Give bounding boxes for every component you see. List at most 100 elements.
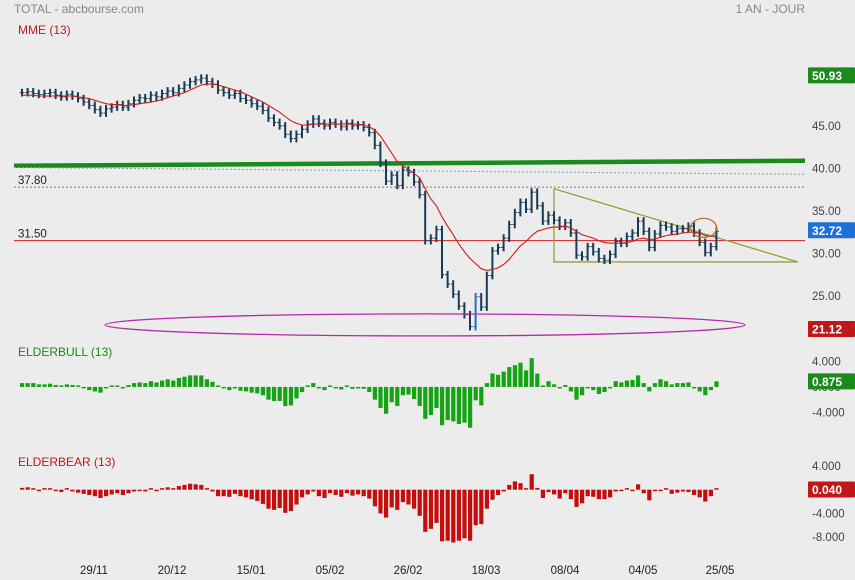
indicator-y-tick: -8.000: [812, 532, 845, 544]
indicator-bar: [400, 489, 405, 503]
indicator-bar: [468, 489, 473, 541]
indicator-bar: [417, 386, 422, 407]
indicator-bar: [669, 384, 674, 387]
indicator-bar: [126, 489, 131, 494]
indicator-bar: [574, 386, 579, 400]
indicator-bar: [686, 382, 691, 387]
indicator-bar: [244, 489, 249, 498]
indicator-bar: [608, 489, 613, 498]
indicator-bar: [596, 386, 601, 394]
indicator-bar: [389, 386, 394, 403]
indicator-bar: [344, 385, 349, 387]
price-y-tick: 45.00: [812, 121, 841, 133]
indicator-bar: [98, 489, 103, 498]
indicator-bar: [406, 386, 411, 395]
x-axis: 29/11 20/12 15/01 05/02 26/02 18/03 08/04 04/05…: [80, 565, 734, 577]
indicator-bar: [434, 386, 439, 408]
indicator-bar: [216, 489, 221, 497]
indicator-bar: [70, 489, 75, 492]
indicator-bar: [160, 488, 165, 490]
indicator-bar: [619, 382, 624, 387]
indicator-bar: [389, 489, 394, 508]
indicator-bar: [333, 489, 338, 496]
indicator-bar: [277, 386, 282, 401]
indicator-bar: [675, 383, 680, 387]
indicator-bar: [322, 386, 327, 391]
indicator-bar: [104, 386, 109, 389]
high-price-badge: 50.93: [812, 69, 842, 83]
indicator-bar: [591, 386, 596, 391]
indicator-bar: [434, 489, 439, 523]
indicator-bar: [367, 489, 372, 499]
indicator-bar: [193, 484, 198, 490]
indicator-bar: [20, 487, 25, 490]
indicator-bar: [501, 489, 506, 492]
indicator-bar: [580, 386, 585, 396]
indicator-bar: [87, 489, 92, 496]
low-price-badge: 21.12: [812, 322, 842, 336]
indicator-bar: [283, 386, 288, 407]
indicator-bar: [557, 386, 562, 389]
indicator-bar: [232, 386, 237, 389]
elderbull-last-badge: 0.875: [812, 375, 842, 389]
indicator-bar: [115, 489, 120, 494]
indicator-bar: [540, 489, 545, 498]
indicator-bar: [501, 371, 506, 387]
indicator-y-tick: -4.000: [812, 407, 845, 419]
x-tick-label: 18/03: [472, 565, 501, 577]
indicator-bar: [154, 489, 159, 492]
indicator-bar: [591, 489, 596, 497]
indicator-bar: [512, 365, 517, 387]
x-tick-label: 26/02: [394, 565, 423, 577]
indicator-bar: [395, 489, 400, 510]
indicator-bar: [126, 385, 131, 387]
last-price-badge-bg: [808, 222, 855, 239]
indicator-bar: [20, 383, 25, 387]
indicator-bar: [462, 386, 467, 423]
indicator-bar: [53, 489, 58, 492]
x-tick-label: 25/05: [706, 565, 735, 577]
indicator-bar: [574, 489, 579, 507]
chart-period: 1 AN - JOUR: [736, 2, 806, 16]
indicator-bar: [372, 386, 377, 400]
indicator-bar: [428, 489, 433, 529]
indicator-bar: [210, 381, 215, 387]
indicator-bar: [546, 381, 551, 387]
indicator-bar: [204, 379, 209, 387]
price-panel-title: MME (13): [18, 23, 71, 37]
indicator-bar: [48, 383, 53, 387]
indicator-bar: [294, 386, 299, 399]
indicator-bar: [462, 489, 467, 539]
indicator-bar: [412, 489, 417, 509]
indicator-bar: [165, 487, 170, 490]
indicator-bar: [288, 489, 293, 512]
indicator-bar: [658, 379, 663, 387]
indicator-bar: [664, 381, 669, 387]
indicator-bar: [31, 488, 36, 490]
indicator-bar: [260, 489, 265, 504]
indicator-bar: [154, 382, 159, 387]
indicator-bar: [64, 488, 69, 490]
indicator-bar: [188, 375, 193, 387]
indicator-bar: [64, 384, 69, 387]
indicator-bar: [25, 487, 30, 490]
price-y-tick: 40.00: [812, 163, 841, 175]
indicator-bar: [557, 489, 562, 499]
indicator-bar: [148, 488, 153, 490]
indicator-bar: [451, 489, 456, 543]
last-price-badge: 32.72: [812, 224, 842, 238]
indicator-bar: [664, 488, 669, 490]
indicator-bar: [311, 489, 316, 492]
indicator-bar: [613, 489, 618, 492]
indicator-bar: [333, 386, 338, 389]
indicator-bar: [143, 383, 148, 387]
indicator-bar: [31, 383, 36, 387]
indicator-bar: [473, 489, 478, 526]
indicator-bar: [216, 385, 221, 387]
indicator-bar: [87, 386, 92, 391]
indicator-bar: [137, 489, 142, 492]
indicator-bar: [361, 386, 366, 389]
indicator-y-tick: -4.000: [812, 508, 845, 520]
indicator-bar: [238, 489, 243, 497]
